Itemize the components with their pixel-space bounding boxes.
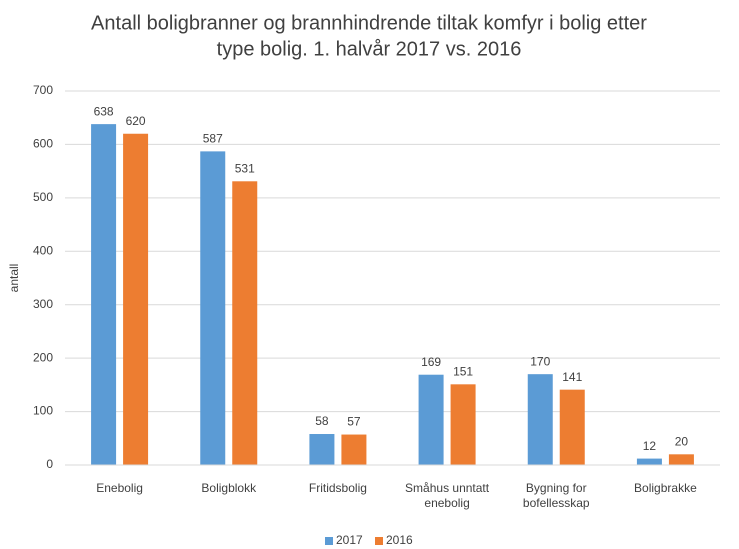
x-tick-label: Fritidsbolig [308,481,367,495]
data-label: 531 [235,161,255,175]
data-label: 58 [315,414,329,428]
y-tick-label: 600 [33,137,53,151]
bar [450,384,476,465]
x-tick-label: Boligbrakke [634,481,697,495]
bar [527,374,553,465]
data-label: 169 [421,355,441,369]
y-tick-label: 500 [33,190,53,204]
bar [559,389,585,465]
bar [232,181,258,465]
y-tick-label: 400 [33,243,53,257]
chart-title: Antall boligbranner og brannhindrende ti… [91,12,647,34]
data-label: 57 [347,415,361,429]
y-tick-label: 300 [33,297,53,311]
y-tick-label: 0 [46,457,53,471]
data-label: 12 [643,439,657,453]
x-tick-label: Bygning for bofellesskap [522,481,590,510]
x-tick-label: Boligblokk [201,481,257,495]
x-tick-label: Småhus unntatt enebolig [405,481,490,510]
legend-swatch [325,537,333,545]
data-label: 20 [675,434,689,448]
legend-swatch [375,537,383,545]
bar [418,374,444,465]
bar [123,133,149,465]
data-label: 620 [126,114,146,128]
y-axis-label: antall [7,264,21,293]
data-label: 587 [203,132,223,146]
data-label: 151 [453,364,473,378]
bar [91,124,117,465]
y-tick-label: 200 [33,350,53,364]
bar [341,434,367,465]
bar [200,151,226,466]
data-label: 141 [562,370,582,384]
legend-label: 2016 [386,533,413,547]
data-label: 638 [94,104,114,118]
data-label: 170 [530,354,550,368]
bar [668,454,694,465]
legend-label: 2017 [336,533,363,547]
y-tick-label: 100 [33,404,53,418]
bar [309,434,335,465]
chart-title: type bolig. 1. halvår 2017 vs. 2016 [217,38,522,60]
y-tick-label: 700 [33,83,53,97]
bar [636,458,662,465]
x-tick-label: Enebolig [96,481,143,495]
